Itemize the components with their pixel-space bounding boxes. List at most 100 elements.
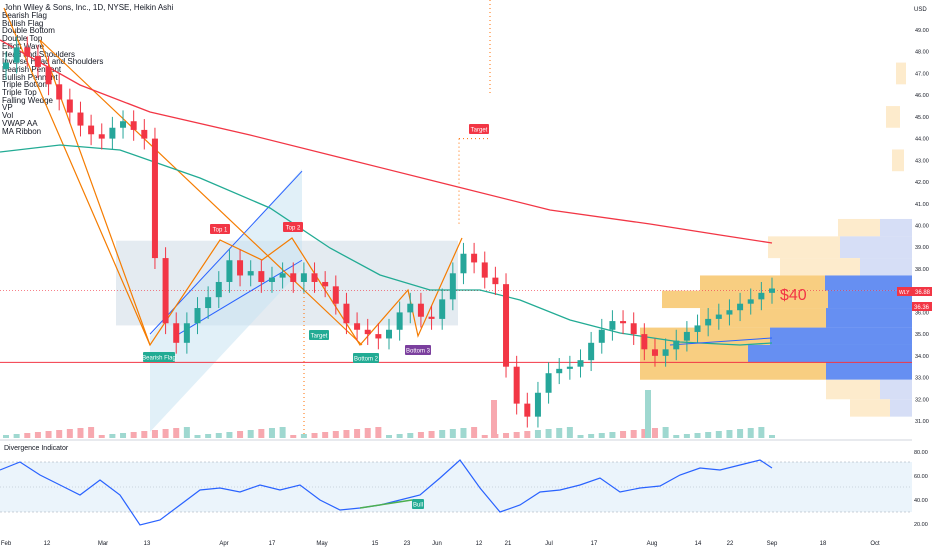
annotation-label: Top 2 bbox=[286, 226, 301, 232]
volume-bar bbox=[641, 429, 648, 438]
volume-bar bbox=[215, 433, 222, 438]
volume-bar bbox=[120, 433, 127, 438]
candle bbox=[471, 253, 478, 263]
indicator-item[interactable]: Triple Top bbox=[2, 88, 37, 97]
volume-profile-bar bbox=[768, 236, 840, 259]
x-tick: 13 bbox=[144, 541, 151, 547]
volume-profile-bar bbox=[896, 62, 906, 85]
candle bbox=[726, 310, 733, 315]
annotation-tag bbox=[210, 224, 230, 234]
indicator-item[interactable]: Bullish Pennant bbox=[2, 72, 58, 82]
indicator-item[interactable]: Bearish Flag bbox=[2, 11, 47, 20]
volume-profile-bar bbox=[662, 290, 828, 309]
volume-bar bbox=[375, 427, 382, 438]
candle bbox=[588, 342, 595, 361]
candle bbox=[332, 286, 339, 304]
volume-bar bbox=[609, 432, 616, 438]
indicator-item[interactable]: Head and Shoulders bbox=[2, 49, 75, 59]
candle bbox=[396, 312, 403, 330]
candle bbox=[194, 308, 201, 324]
indicator-item[interactable]: Double Bottom bbox=[2, 26, 55, 36]
candle bbox=[247, 271, 254, 276]
candle bbox=[534, 392, 541, 417]
indicator-item[interactable]: MA Ribbon bbox=[2, 126, 42, 136]
volume-bar bbox=[109, 434, 116, 438]
volume-bar bbox=[24, 433, 31, 438]
volume-profile-bar bbox=[892, 149, 904, 172]
y-tick: 34.00 bbox=[915, 354, 929, 360]
symbol-badge: WLY bbox=[899, 290, 910, 296]
indicator-item[interactable]: Falling Wedge bbox=[2, 95, 53, 105]
x-tick: May bbox=[316, 541, 327, 547]
volume-profile-bar bbox=[700, 275, 825, 291]
volume-bar bbox=[183, 427, 190, 438]
volume-profile-bar bbox=[826, 362, 912, 380]
y-tick: 49.00 bbox=[915, 28, 929, 34]
candle bbox=[13, 47, 20, 63]
volume-bar bbox=[162, 429, 169, 438]
volume-bar bbox=[141, 431, 148, 438]
volume-bar bbox=[747, 428, 754, 438]
volume-profile-bar bbox=[850, 399, 890, 417]
x-tick: Oct bbox=[870, 541, 880, 547]
volume-bar bbox=[3, 435, 9, 438]
indicator-item[interactable]: Elliott Wave bbox=[2, 41, 44, 51]
candle bbox=[151, 138, 158, 259]
volume-bar bbox=[332, 431, 339, 438]
x-tick: 17 bbox=[269, 541, 276, 547]
candle bbox=[300, 273, 307, 282]
volume-bar bbox=[683, 434, 690, 438]
volume-bar bbox=[673, 435, 680, 438]
volume-bar bbox=[428, 431, 435, 438]
candle bbox=[620, 321, 627, 324]
y-tick: 46.00 bbox=[915, 93, 929, 99]
volume-bar bbox=[34, 432, 41, 438]
y-tick: 39.00 bbox=[915, 245, 929, 251]
indicator-item[interactable]: Bearish Pennant bbox=[2, 64, 62, 74]
candle bbox=[3, 62, 9, 70]
price-badge bbox=[912, 302, 932, 311]
y-tick: 33.00 bbox=[915, 376, 929, 382]
indicator-item[interactable]: Double Top bbox=[2, 34, 43, 44]
candle bbox=[566, 366, 573, 369]
x-tick: 21 bbox=[505, 541, 512, 547]
volume-bar bbox=[268, 428, 275, 438]
volume-bar bbox=[300, 434, 307, 438]
indicator-item[interactable]: Triple Bottom bbox=[2, 80, 50, 90]
indicator-item[interactable]: Vol bbox=[2, 111, 14, 121]
annotation-label: Bearish Flag bbox=[142, 356, 176, 362]
volume-bar bbox=[630, 430, 637, 438]
volume-bar bbox=[651, 428, 658, 438]
volume-bar bbox=[258, 429, 265, 438]
annotation-label: Top 1 bbox=[213, 228, 228, 234]
volume-bar bbox=[534, 430, 541, 438]
indicator-item[interactable]: VWAP AA bbox=[2, 118, 38, 128]
volume-bar bbox=[66, 429, 73, 438]
volume-bar bbox=[491, 400, 497, 438]
divergence-line bbox=[359, 499, 413, 509]
volume-bar bbox=[386, 435, 392, 438]
volume-bar bbox=[513, 432, 520, 438]
candle bbox=[258, 271, 265, 282]
volume-bar bbox=[758, 427, 765, 438]
x-tick: Mar bbox=[98, 541, 108, 547]
candle bbox=[386, 329, 392, 339]
x-tick: Jul bbox=[545, 541, 553, 547]
volume-bar bbox=[545, 429, 552, 438]
candle bbox=[630, 323, 637, 335]
volume-profile-bar bbox=[828, 290, 912, 309]
candle bbox=[56, 84, 63, 100]
indicator-item[interactable]: Bullish Flag bbox=[2, 18, 44, 28]
candle bbox=[694, 325, 701, 332]
volume-bar bbox=[588, 434, 595, 438]
volume-bar bbox=[354, 429, 361, 438]
indicator-item[interactable]: VP bbox=[2, 103, 13, 113]
volume-bar bbox=[556, 428, 563, 438]
volume-bar bbox=[566, 427, 573, 438]
candle bbox=[673, 340, 680, 350]
candle bbox=[34, 56, 41, 67]
y-tick: 48.00 bbox=[915, 50, 929, 56]
indicator-item[interactable]: Inverse Head and Shoulders bbox=[2, 57, 104, 67]
annotation-label: Target bbox=[311, 334, 328, 340]
